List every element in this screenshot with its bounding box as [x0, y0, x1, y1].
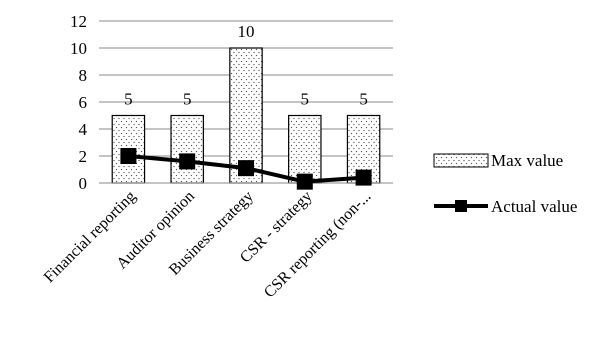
bar-data-label: 5: [183, 90, 192, 109]
y-tick-label: 12: [70, 12, 87, 31]
y-tick-label: 6: [79, 93, 88, 112]
actual-value-marker: [296, 173, 313, 190]
y-tick-label: 8: [79, 66, 88, 85]
actual-value-marker: [179, 153, 196, 170]
bar-max-value: [288, 114, 322, 184]
bar-data-label: 5: [301, 90, 310, 109]
actual-value-marker: [120, 148, 137, 164]
legend: Max value Actual value: [433, 151, 577, 216]
legend-marker-actual-value: [455, 200, 467, 212]
legend-label-max-value: Max value: [491, 151, 563, 170]
actual-value-series: [120, 148, 372, 190]
actual-value-marker: [355, 169, 372, 186]
bar-data-label: 10: [238, 22, 255, 41]
legend-item-max-value: Max value: [433, 151, 563, 170]
bar-max-value: [170, 114, 204, 184]
y-tick-label: 10: [70, 39, 87, 58]
legend-item-actual-value: Actual value: [434, 197, 577, 216]
bar-data-label: 5: [359, 90, 368, 109]
actual-value-marker: [238, 160, 254, 177]
legend-label-actual-value: Actual value: [491, 197, 577, 216]
y-tick-label: 0: [79, 174, 88, 193]
y-axis-ticks: 0 2 4 6 8 10 12: [70, 12, 88, 193]
legend-swatch-max-value: [433, 153, 489, 168]
y-tick-label: 4: [79, 120, 88, 139]
bar-data-label: 5: [124, 90, 133, 109]
y-tick-label: 2: [79, 147, 88, 166]
bar-data-labels: 5 5 10 5 5: [124, 22, 368, 109]
x-tick-label: CSR reporting (non-...: [261, 188, 375, 302]
